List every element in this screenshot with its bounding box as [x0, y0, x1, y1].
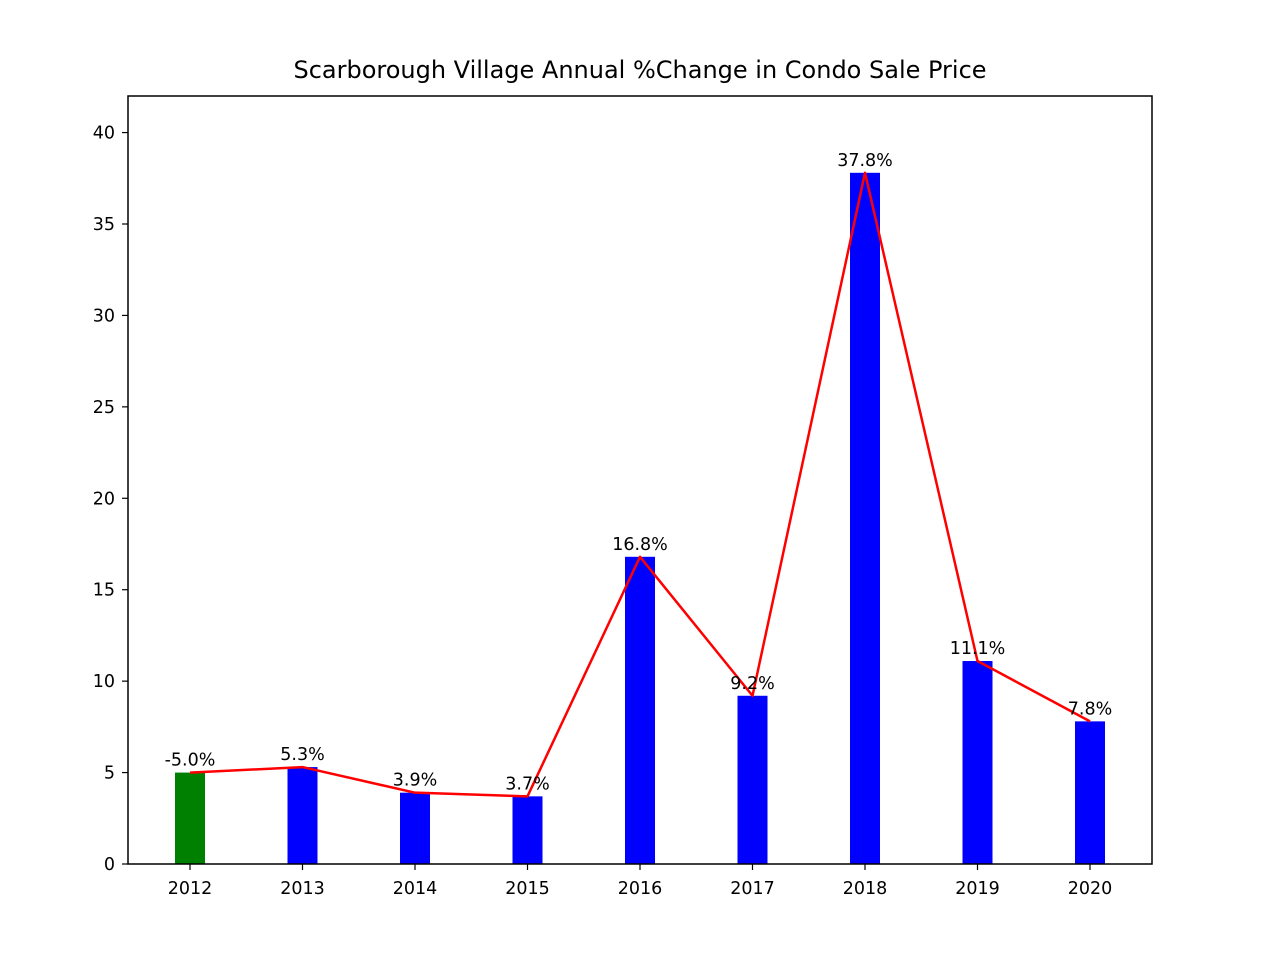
bar-2017	[737, 695, 768, 864]
bar-2012	[175, 772, 205, 864]
x-tick-label-2018: 2018	[843, 879, 888, 899]
x-tick-label-2015: 2015	[505, 879, 550, 899]
bar-2016	[625, 556, 655, 864]
bar-2015	[512, 796, 543, 864]
x-tick-label-2016: 2016	[618, 879, 663, 899]
bar-2013	[287, 767, 318, 864]
trend-line	[189, 171, 1091, 798]
x-tick-label-2017: 2017	[730, 879, 775, 899]
x-tick-label-2020: 2020	[1068, 879, 1113, 899]
data-label-2018: 37.8%	[837, 151, 893, 171]
x-tick-label-2012: 2012	[168, 879, 213, 899]
x-tick-label-2013: 2013	[280, 879, 325, 899]
x-tick-label-2019: 2019	[955, 879, 1000, 899]
data-label-2012: -5.0%	[165, 751, 216, 771]
data-label-2019: 11.1%	[950, 639, 1006, 659]
y-tick-label-5: 5	[104, 764, 115, 784]
bar-2020	[1075, 721, 1105, 864]
y-tick-label-25: 25	[93, 398, 115, 418]
x-tick-label-2014: 2014	[393, 879, 438, 899]
bar-2014	[400, 792, 430, 864]
y-tick-label-20: 20	[93, 489, 115, 509]
bars-group	[175, 172, 1105, 865]
data-label-2017: 9.2%	[730, 674, 774, 694]
trend-line-group	[189, 171, 1091, 798]
y-tick-label-30: 30	[93, 306, 115, 326]
plot-frame	[127, 95, 1153, 865]
y-tick-label-10: 10	[93, 672, 115, 692]
y-tick-label-15: 15	[93, 581, 115, 601]
data-label-2016: 16.8%	[612, 535, 668, 555]
data-labels-group: -5.0% 5.3% 3.9% 3.7% 16.8% 9.2% 37.8% 11.1% 7.8%	[165, 151, 1113, 795]
data-label-2013: 5.3%	[280, 745, 324, 765]
data-label-2015: 3.7%	[505, 774, 549, 794]
y-tick-label-35: 35	[93, 215, 115, 235]
data-label-2014: 3.9%	[393, 771, 437, 791]
chart-title: Scarborough Village Annual %Change in Co…	[293, 56, 986, 84]
y-tick-label-0: 0	[104, 855, 115, 875]
x-axis: 2012 2013 2014 2015 2016 2017 2018 2019 2020	[168, 864, 1113, 899]
bar-2019	[962, 661, 993, 864]
bar-2018	[850, 172, 880, 865]
y-tick-label-40: 40	[93, 124, 115, 144]
data-label-2020: 7.8%	[1068, 699, 1112, 719]
y-axis: 0 5 10 15 20 25 30 35 40	[93, 124, 128, 875]
